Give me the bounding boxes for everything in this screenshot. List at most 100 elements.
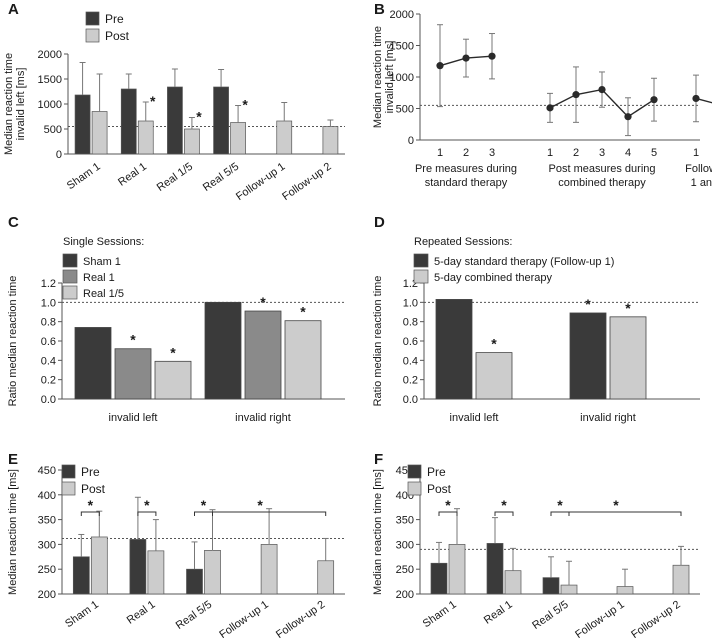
bar-post-follow-up-1 [616, 586, 634, 595]
bar-post-real-1-5 [184, 128, 200, 155]
y-tick-label: 0.8 [403, 317, 418, 329]
bar-5-day-combined-therapy-invalid-left [475, 352, 513, 400]
panel-e: 200 250 300 350 400 450 Median reaction time [… [7, 464, 345, 638]
legend-label-5-day-standard-therapy-follow-up-1: 5-day standard therapy (Follow-up 1) [434, 256, 614, 268]
significance-star: * [557, 497, 563, 513]
y-tick-label: 350 [396, 515, 414, 527]
legend-label-pre: Pre [427, 465, 446, 479]
bar-post-real-5-5 [204, 550, 221, 595]
y-tick-label: 350 [38, 515, 56, 527]
x-tick-label: 4 [625, 147, 631, 159]
y-axis-label: Ratio median reaction time [372, 276, 384, 407]
y-tick-label: 0.2 [403, 375, 418, 387]
legend-swatch-real-1-5 [62, 285, 78, 300]
legend-label-pre: Pre [81, 465, 100, 479]
legend-swatch-pre [407, 464, 422, 479]
significance-bracket [80, 511, 100, 516]
bar-pre-real-1 [129, 539, 147, 595]
bar-post-follow-up-1 [260, 544, 278, 595]
y-tick-label: 1000 [390, 72, 414, 84]
y-tick-label: 500 [396, 104, 414, 116]
bar-pre-real-1 [486, 543, 504, 595]
x-group-label: Post measures during [549, 163, 656, 175]
x-category-label: invalid left [109, 412, 158, 424]
x-category-label: Follow-up 1 [573, 599, 626, 638]
x-group-label: standard therapy [425, 177, 508, 189]
x-category-label: Real 1 [482, 599, 515, 627]
legend-swatch-pre [61, 464, 76, 479]
significance-bracket [494, 511, 514, 516]
y-tick-label: 0.2 [41, 375, 56, 387]
bar-post-real-5-5 [560, 584, 578, 595]
significance-star: * [150, 93, 156, 109]
x-category-label: Real 5/5 [174, 599, 214, 632]
significance-star: * [613, 497, 619, 513]
x-group-label: Follow-up [685, 163, 712, 175]
y-tick-label: 1000 [38, 99, 62, 111]
panel-label-f: F [374, 451, 383, 468]
y-tick-label: 0.4 [41, 355, 56, 367]
x-category-label: Real 5/5 [201, 161, 241, 194]
x-tick-label: 2 [573, 147, 579, 159]
y-tick-label: 300 [38, 539, 56, 551]
legend-label-real-1: Real 1 [83, 272, 115, 284]
legend-swatch-post [61, 481, 76, 496]
significance-bracket [438, 511, 458, 516]
x-tick-label: 3 [599, 147, 605, 159]
data-point-pre-measures-during-standard-therapy [462, 54, 470, 62]
legend-title: Repeated Sessions: [414, 236, 512, 248]
data-point-post-measures-during-combined-therapy [624, 113, 632, 121]
significance-star: * [501, 497, 507, 513]
legend-swatch-post [407, 481, 422, 496]
significance-star: * [257, 497, 263, 513]
bar-pre-sham-1 [430, 562, 448, 595]
significance-star: * [170, 344, 176, 360]
y-axis-label: invalid left [ms] [15, 68, 27, 141]
bar-pre-sham-1 [74, 94, 91, 155]
y-tick-label: 1500 [390, 41, 414, 53]
bar-post-follow-up-2 [317, 560, 335, 595]
data-point-pre-measures-during-standard-therapy [488, 52, 496, 60]
y-tick-label: 0 [56, 149, 62, 161]
significance-star: * [585, 296, 591, 312]
data-point-follow-up-1-and-2 [692, 94, 700, 103]
series-line-follow-up-1-and-2 [695, 97, 712, 104]
x-tick-label: 3 [489, 147, 495, 159]
x-category-label: Real 1/5 [155, 161, 195, 194]
bar-sham-1-invalid-left [74, 327, 112, 400]
bar-pre-real-1 [120, 88, 137, 155]
y-tick-label: 200 [38, 589, 56, 601]
x-category-label: Real 1 [116, 161, 149, 189]
significance-star: * [300, 304, 306, 320]
x-category-label: Sham 1 [65, 161, 103, 193]
bar-real-1-5-invalid-right [284, 320, 322, 400]
y-tick-label: 300 [396, 539, 414, 551]
legend-label-post: Post [81, 482, 106, 496]
x-category-label: Follow-up 1 [217, 599, 270, 638]
bar-real-1-invalid-right [244, 310, 282, 400]
legend-label-post: Post [427, 482, 452, 496]
significance-star: * [196, 109, 202, 125]
y-tick-label: 1500 [38, 74, 62, 86]
x-group-label: Pre measures during [415, 163, 517, 175]
bar-5-day-standard-therapy-follow-up-1-invalid-left [435, 299, 473, 400]
bar-real-1-invalid-left [114, 348, 152, 400]
legend-swatch-5-day-combined-therapy [413, 269, 429, 284]
legend-swatch-pre [85, 11, 100, 26]
y-tick-label: 500 [44, 124, 62, 136]
bar-post-real-5-5 [230, 122, 246, 155]
panel-label-a: A [8, 1, 19, 18]
significance-star: * [260, 294, 266, 310]
bar-post-real-1 [504, 570, 522, 595]
legend-swatch-post [85, 28, 100, 43]
y-tick-label: 0.8 [41, 317, 56, 329]
x-category-label: Follow-up 2 [274, 599, 327, 638]
bar-pre-real-5-5 [213, 86, 229, 155]
y-tick-label: 250 [396, 564, 414, 576]
legend-label-real-1-5: Real 1/5 [83, 288, 124, 300]
panel-label-c: C [8, 214, 19, 231]
x-category-label: invalid left [450, 412, 499, 424]
y-tick-label: 0 [408, 135, 414, 147]
